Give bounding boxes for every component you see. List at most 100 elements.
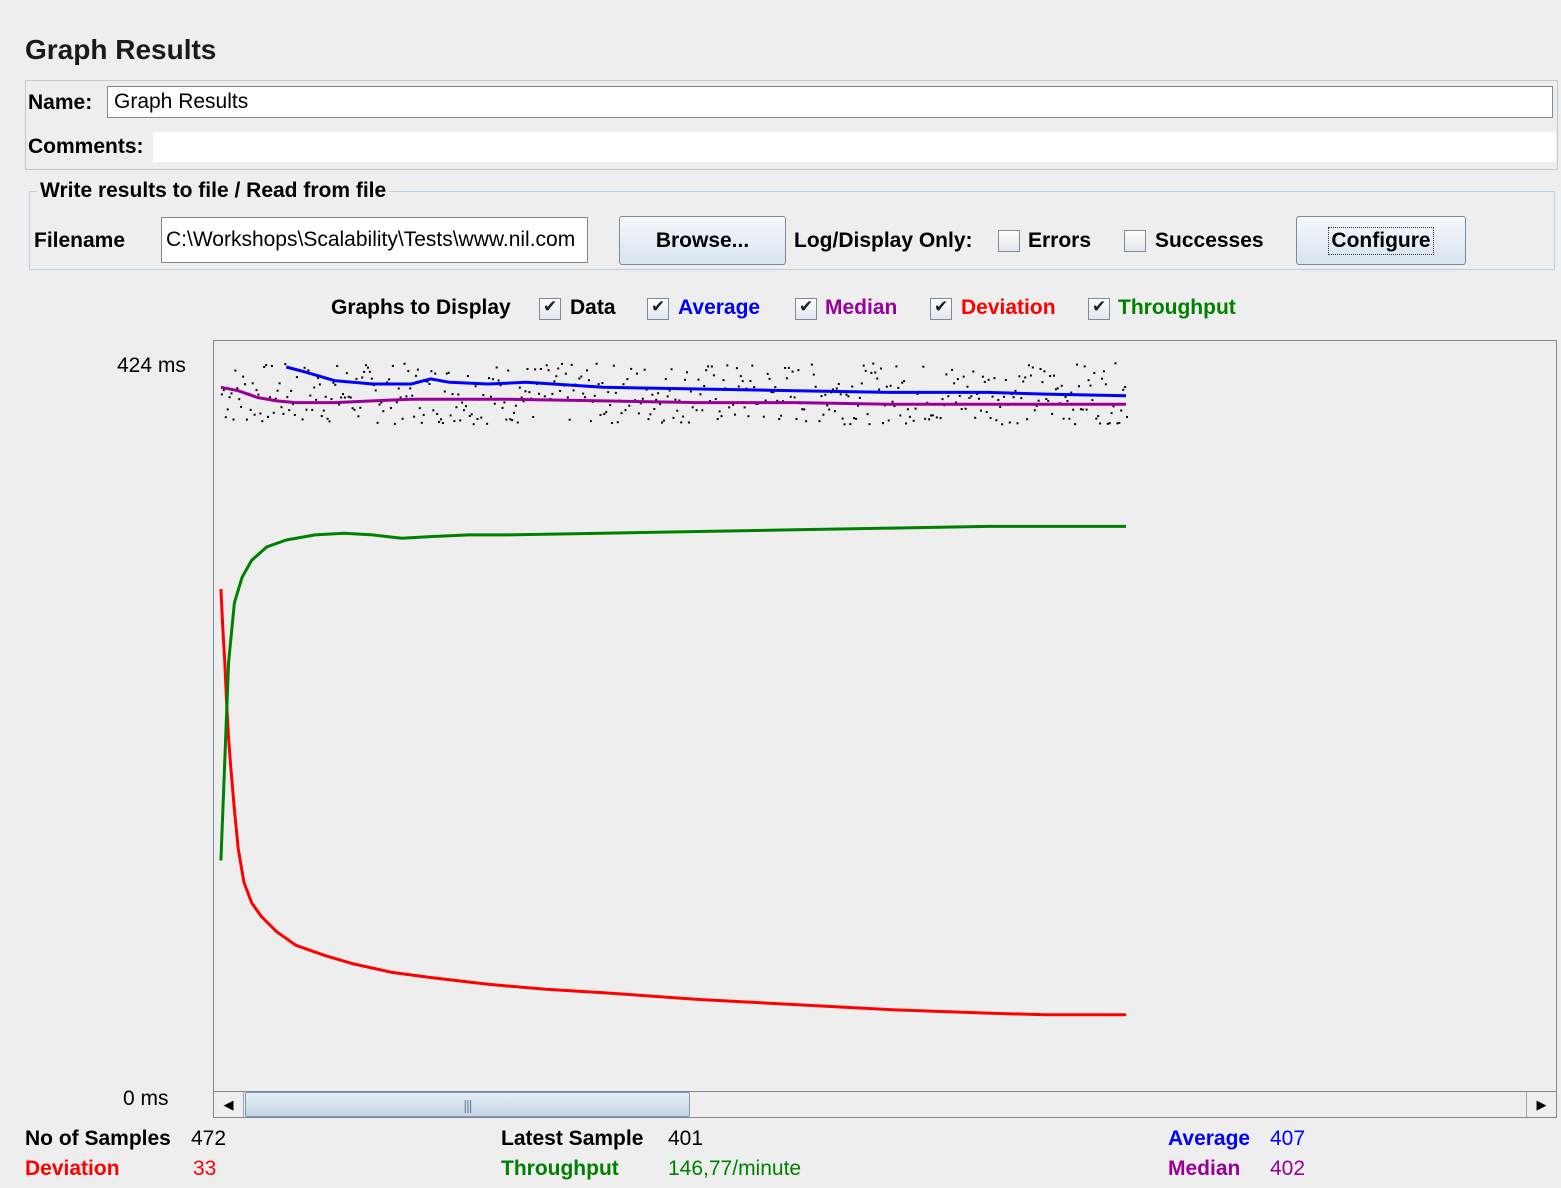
data-point	[338, 403, 341, 406]
data-point	[459, 419, 462, 422]
throughput-checkbox[interactable]	[1088, 297, 1110, 320]
data-point	[1106, 422, 1109, 425]
data-point	[328, 420, 331, 423]
data-point	[914, 407, 917, 410]
data-point	[440, 418, 442, 421]
data-point	[443, 390, 446, 393]
graph-horizontal-scrollbar[interactable]: ◀ ||| ▶	[213, 1091, 1557, 1118]
data-point	[1083, 365, 1086, 368]
data-point	[668, 389, 671, 392]
data-point	[224, 416, 227, 419]
data-point	[945, 373, 948, 376]
name-comments-panel	[25, 80, 1558, 170]
data-point	[426, 380, 429, 383]
data-point	[672, 416, 675, 419]
data-point	[326, 417, 329, 420]
graphs-to-display-label: Graphs to Display	[331, 296, 511, 319]
data-point	[516, 421, 519, 424]
data-point	[868, 423, 871, 426]
scroll-right-arrow-icon[interactable]: ▶	[1526, 1092, 1556, 1117]
average-checkbox[interactable]	[647, 297, 669, 320]
configure-button[interactable]: Configure	[1296, 216, 1466, 265]
data-point	[1122, 388, 1125, 391]
data-point	[543, 395, 546, 398]
data-point	[222, 389, 225, 392]
median-stat-value: 402	[1270, 1157, 1306, 1180]
data-point	[968, 397, 971, 399]
data-point	[320, 415, 323, 417]
data-point	[1056, 387, 1059, 390]
data-point	[1110, 412, 1113, 415]
data-point	[363, 370, 366, 373]
data-checkbox[interactable]	[539, 297, 561, 320]
data-point	[422, 413, 425, 416]
data-point	[870, 371, 873, 374]
data-point	[272, 411, 275, 414]
data-point	[712, 374, 715, 377]
data-point	[1066, 400, 1069, 403]
data-point	[472, 423, 475, 426]
latest-sample-label: Latest Sample	[501, 1127, 644, 1150]
scroll-thumb[interactable]: |||	[245, 1092, 690, 1117]
deviation-checkbox[interactable]	[930, 297, 952, 320]
data-point	[403, 362, 406, 365]
data-point	[636, 372, 638, 375]
data-point	[1124, 386, 1127, 388]
median-stat-label: Median	[1168, 1157, 1241, 1180]
data-point	[607, 391, 610, 394]
data-point	[726, 364, 729, 367]
data-point	[739, 375, 742, 378]
data-point	[226, 408, 229, 411]
data-point	[420, 421, 423, 424]
data-point	[826, 404, 829, 407]
data-point	[255, 389, 258, 392]
data-point	[864, 369, 867, 372]
errors-checkbox[interactable]	[998, 230, 1020, 252]
data-point	[386, 381, 389, 384]
data-point	[551, 392, 554, 395]
browse-button[interactable]: Browse...	[619, 216, 786, 265]
data-point	[710, 365, 713, 368]
data-point	[1028, 364, 1030, 367]
data-point	[737, 385, 740, 388]
successes-checkbox[interactable]	[1124, 230, 1146, 252]
data-point	[347, 395, 350, 398]
data-point	[244, 383, 246, 386]
data-point	[709, 400, 711, 402]
data-point	[507, 369, 510, 372]
data-point	[528, 391, 531, 394]
data-point	[1012, 396, 1015, 399]
data-point	[803, 408, 806, 411]
data-point	[880, 367, 882, 370]
average-stat-value: 407	[1270, 1127, 1306, 1150]
throughput-stat-value: 146,77/minute	[668, 1157, 802, 1180]
data-point	[895, 365, 898, 368]
data-point	[476, 418, 479, 420]
page-title: Graph Results	[25, 34, 217, 65]
scroll-left-arrow-icon[interactable]: ◀	[214, 1092, 244, 1117]
data-point	[780, 414, 783, 417]
data-point	[899, 414, 902, 417]
data-point	[232, 418, 235, 421]
data-point	[995, 419, 998, 422]
data-point	[1064, 396, 1067, 398]
data-point	[580, 375, 583, 378]
graph-area	[213, 340, 1557, 1092]
data-point	[343, 396, 346, 399]
data-point	[466, 375, 469, 377]
data-point	[307, 369, 310, 372]
data-point	[839, 393, 842, 396]
median-checkbox[interactable]	[795, 297, 817, 320]
data-point	[997, 399, 1000, 401]
data-point	[624, 409, 627, 412]
data-point	[955, 401, 957, 404]
data-point	[230, 392, 233, 395]
data-point	[317, 377, 319, 379]
name-input[interactable]	[107, 86, 1553, 118]
data-point	[568, 418, 571, 421]
data-point	[397, 387, 400, 390]
comments-input[interactable]	[153, 132, 1556, 162]
filename-input[interactable]	[161, 217, 588, 263]
data-point	[661, 421, 663, 424]
data-point	[259, 412, 262, 415]
